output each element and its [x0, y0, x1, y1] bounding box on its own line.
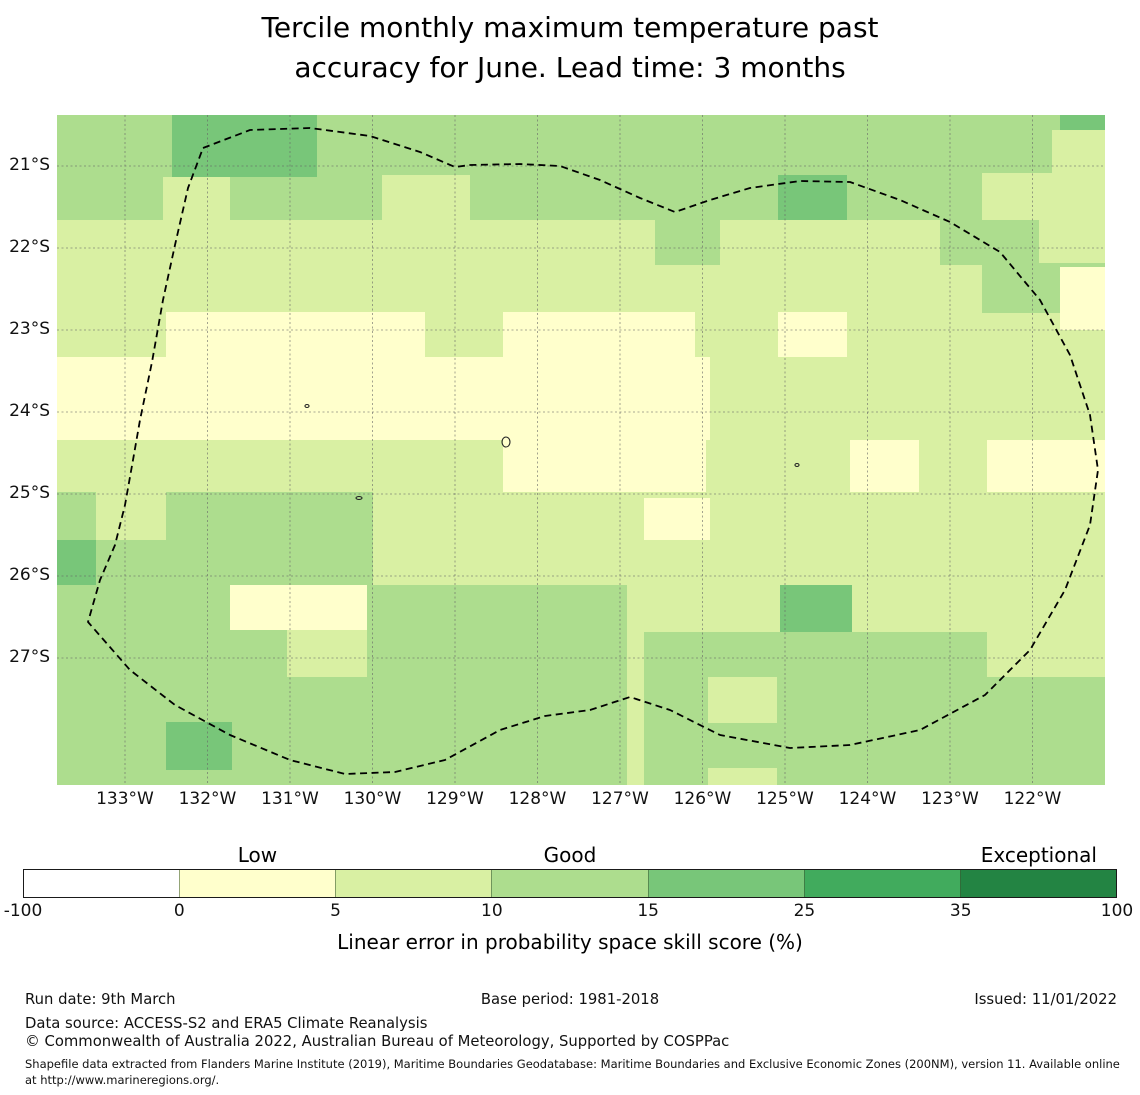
heatmap-patch — [163, 177, 230, 220]
island-outline — [355, 495, 363, 501]
colorbar-tick-label: 35 — [949, 901, 972, 921]
latitude-tick-label: 25°S — [9, 483, 50, 503]
heatmap-patch — [287, 630, 367, 677]
heatmap-patch — [1052, 130, 1105, 173]
colorbar-segment — [959, 870, 1116, 897]
heatmap-patch — [644, 632, 987, 785]
longitude-tick-label: 125°W — [756, 789, 814, 809]
island-outline — [794, 462, 800, 468]
colorbar-tick-label: 10 — [481, 901, 503, 921]
colorbar-segment — [647, 870, 804, 897]
longitude-tick-label: 131°W — [261, 789, 319, 809]
colorbar-tick-label: -100 — [3, 901, 43, 921]
heatmap-patch — [655, 220, 720, 265]
latitude-tick-label: 24°S — [9, 401, 50, 421]
figure-title: Tercile monthly maximum temperature past… — [0, 8, 1140, 88]
heatmap-patch — [850, 440, 919, 492]
colorbar-tick-label: 5 — [330, 901, 341, 921]
data-source-text: Data source: ACCESS-S2 and ERA5 Climate … — [25, 1015, 428, 1032]
longitude-tick-label: 130°W — [343, 789, 402, 809]
island-outline — [304, 403, 310, 409]
heatmap-patch — [166, 312, 425, 357]
heatmap-patch — [644, 498, 710, 540]
temperature-skill-heatmap — [57, 115, 1105, 785]
heatmap-patch — [503, 312, 695, 357]
latitude-tick-label: 21°S — [9, 155, 50, 175]
colorbar-segment — [335, 870, 492, 897]
colorbar — [23, 869, 1117, 898]
heatmap-patch — [57, 357, 710, 440]
heatmap-patch — [778, 175, 847, 220]
shapefile-note-text: Shapefile data extracted from Flanders M… — [25, 1057, 1120, 1088]
longitude-tick-label: 122°W — [1003, 789, 1062, 809]
colorbar-label-low: Low — [237, 843, 278, 867]
heatmap-patch — [778, 312, 847, 357]
heatmap-patch — [1060, 267, 1105, 330]
heatmap-patch — [382, 175, 470, 220]
colorbar-segment — [24, 870, 180, 897]
colorbar-segment — [803, 870, 960, 897]
longitude-tick-label: 123°W — [921, 789, 979, 809]
longitude-tick-label: 128°W — [508, 789, 567, 809]
map-plot — [57, 115, 1105, 785]
colorbar-label-exceptional: Exceptional — [980, 843, 1097, 867]
heatmap-patch — [708, 677, 777, 723]
longitude-tick-label: 124°W — [838, 789, 897, 809]
colorbar-tick-label: 15 — [637, 901, 659, 921]
heatmap-patch — [987, 440, 1105, 492]
heatmap-patch — [708, 768, 777, 785]
copyright-text: © Commonwealth of Australia 2022, Austra… — [25, 1033, 730, 1050]
longitude-tick-label: 127°W — [591, 789, 649, 809]
colorbar-label-good: Good — [543, 843, 597, 867]
figure-title-line1: Tercile monthly maximum temperature past — [261, 11, 879, 44]
island-outline — [501, 436, 511, 448]
figure-title-line2: accuracy for June. Lead time: 3 months — [294, 51, 846, 84]
colorbar-segment — [179, 870, 336, 897]
latitude-tick-label: 26°S — [9, 565, 50, 585]
colorbar-axis-label: Linear error in probability space skill … — [337, 930, 803, 954]
heatmap-patch — [230, 585, 367, 630]
heatmap-patch — [982, 173, 1105, 220]
base-period-text: Base period: 1981-2018 — [480, 991, 660, 1008]
heatmap-patch — [172, 115, 317, 177]
heatmap-patch — [940, 220, 1039, 265]
heatmap-patch — [503, 440, 706, 492]
run-date-text: Run date: 9th March — [25, 991, 176, 1008]
colorbar-tick-label: 100 — [1100, 901, 1134, 921]
colorbar-tick-label: 25 — [793, 901, 816, 921]
longitude-tick-label: 126°W — [673, 789, 732, 809]
colorbar-segment — [491, 870, 648, 897]
heatmap-patch — [987, 677, 1105, 785]
heatmap-patch — [57, 540, 96, 585]
heatmap-patch — [987, 657, 1103, 677]
issued-date-text: Issued: 11/01/2022 — [974, 991, 1117, 1008]
longitude-tick-label: 133°W — [96, 789, 154, 809]
eez-boundary-line — [87, 127, 1099, 775]
colorbar-tick-label: 0 — [173, 901, 185, 921]
heatmap-patch — [1060, 115, 1105, 130]
longitude-tick-label: 129°W — [426, 789, 484, 809]
latitude-tick-label: 23°S — [9, 319, 50, 339]
heatmap-patch — [373, 585, 627, 785]
longitude-tick-label: 132°W — [178, 789, 237, 809]
heatmap-patch — [96, 492, 166, 540]
heatmap-patch — [780, 585, 852, 632]
latitude-tick-label: 22°S — [9, 237, 50, 257]
latitude-tick-label: 27°S — [9, 647, 50, 667]
heatmap-patch — [166, 722, 232, 770]
